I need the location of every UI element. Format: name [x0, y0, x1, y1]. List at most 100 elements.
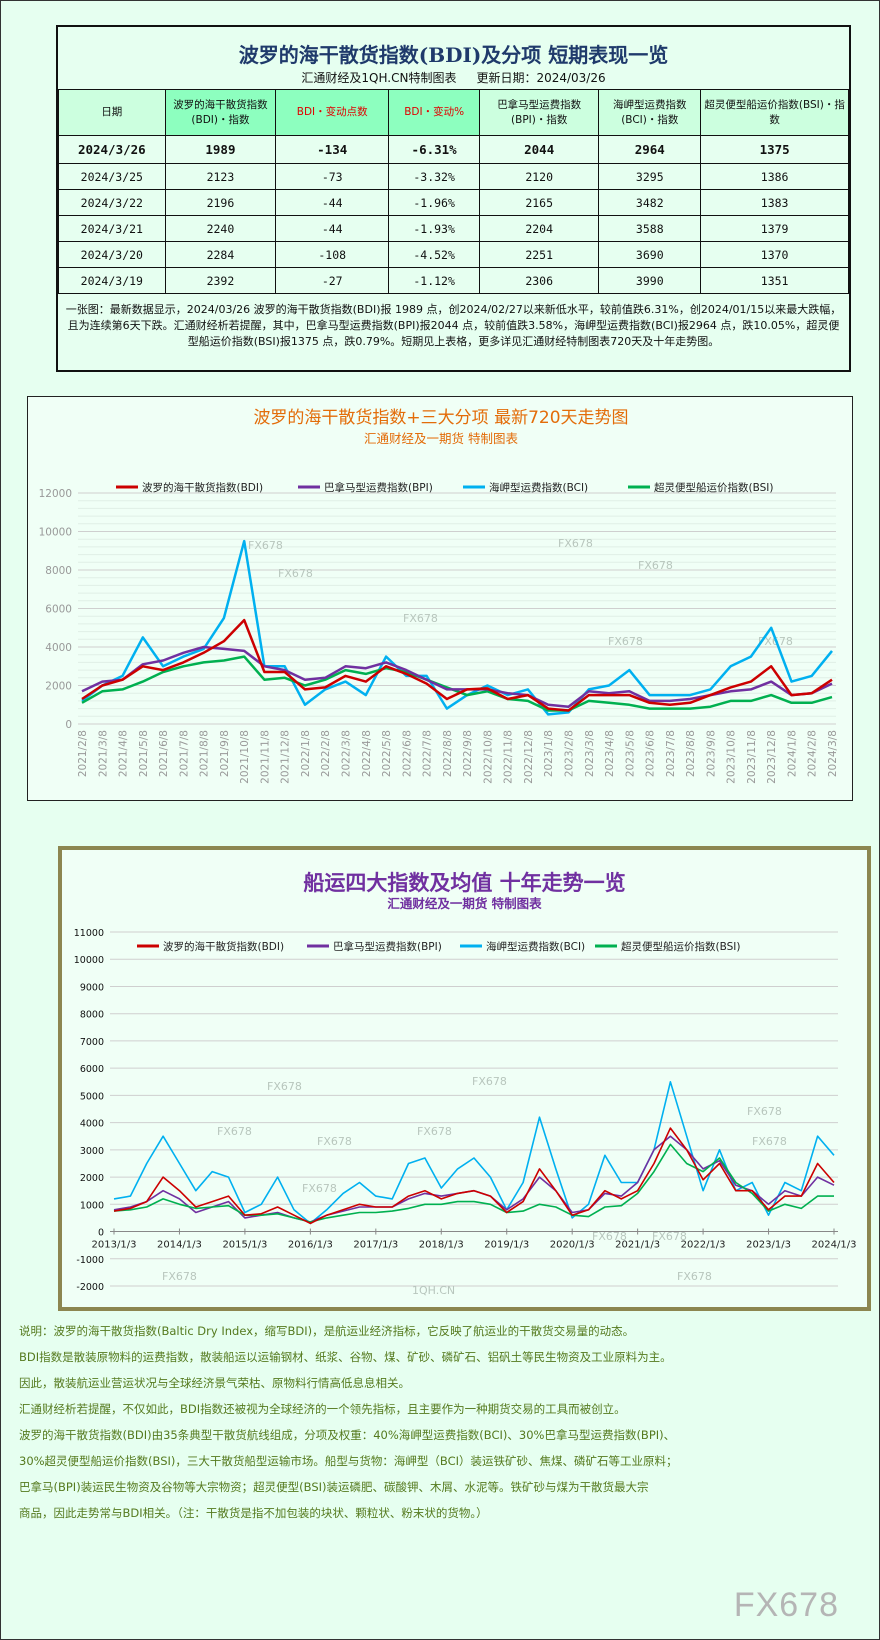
x-tick-label: 2022/6/8 — [401, 730, 413, 777]
table-cell: -1.93% — [388, 215, 481, 242]
legend-label-bpi: 巴拿马型运费指数(BPI) — [324, 481, 433, 494]
x-tick-label: 2022/10/8 — [482, 730, 494, 784]
table-cell: 3482 — [598, 189, 702, 216]
table-cell: -6.31% — [388, 135, 481, 164]
watermark: FX678 — [302, 1182, 337, 1195]
watermark: FX678 — [162, 1270, 197, 1283]
x-tick-label: 2021/2/8 — [77, 730, 89, 777]
x-tick-label: 2024/1/3 — [812, 1240, 857, 1251]
watermark: FX678 — [248, 539, 283, 552]
x-tick-label: 2021/12/8 — [280, 730, 292, 784]
table-cell: 2392 — [164, 267, 277, 294]
table-cell: 1386 — [700, 163, 849, 190]
table-cell: -27 — [275, 267, 390, 294]
x-tick-label: 2023/7/8 — [665, 730, 677, 777]
header-bci: 海岬型运费指数(BCI)・指数 — [598, 89, 702, 136]
table-cell: 2024/3/20 — [58, 241, 166, 268]
table-row: 2024/3/26 1989 -134 -6.31% 2044 2964 1375 — [58, 135, 849, 164]
header-bdi-change: BDI・变动点数 — [275, 89, 390, 136]
table-cell: -1.12% — [388, 267, 481, 294]
x-tick-label: 2022/11/8 — [503, 730, 515, 784]
header-bpi: 巴拿马型运费指数(BPI)・指数 — [479, 89, 600, 136]
table-cell: -4.52% — [388, 241, 481, 268]
table-cell: 2024/3/22 — [58, 189, 166, 216]
x-tick-label: 2022/1/8 — [300, 730, 312, 777]
watermark: FX678 — [752, 1135, 787, 1148]
watermark: FX678 — [652, 1230, 687, 1243]
watermark: FX678 — [472, 1075, 507, 1088]
table-cell: 2165 — [479, 189, 600, 216]
legend-label-bci: 海岬型运费指数(BCI) — [489, 481, 588, 494]
watermark: FX678 — [747, 1105, 782, 1118]
y-tick-label: 6000 — [45, 604, 72, 616]
x-tick-label: 2023/12/8 — [766, 730, 778, 784]
legend-label-bci: 海岬型运费指数(BCI) — [486, 940, 585, 953]
x-tick-label: 2022/4/8 — [361, 730, 373, 777]
table-cell: 2024/3/25 — [58, 163, 166, 190]
series-line-bdi — [113, 1127, 835, 1225]
updated-date: 更新日期：2024/03/26 — [476, 71, 606, 85]
x-tick-label: 2024/3/8 — [827, 730, 839, 777]
x-tick-label: 2021/11/8 — [259, 730, 271, 784]
table-cell: 2964 — [598, 135, 702, 164]
table-cell: 3295 — [598, 163, 702, 190]
y-tick-label: 4000 — [80, 1119, 104, 1130]
y-tick-label: 11000 — [74, 928, 104, 939]
description-line: 说明：波罗的海干散货指数(Baltic Dry Index，缩写BDI)，是航运… — [19, 1324, 635, 1338]
y-tick-label: 0 — [98, 1228, 104, 1239]
x-tick-label: 2022/3/8 — [341, 730, 353, 777]
x-tick-label: 2023/2/8 — [563, 730, 575, 777]
y-tick-label: 10000 — [39, 527, 72, 539]
watermark: FX678 — [638, 559, 673, 572]
bdi-table: 日期 波罗的海干散货指数(BDI)・指数 BDI・变动点数 BDI・变动% 巴拿… — [58, 89, 849, 294]
watermark: FX678 — [677, 1270, 712, 1283]
table-cell: 2204 — [479, 215, 600, 242]
x-tick-label: 2014/1/3 — [157, 1240, 202, 1251]
table-row: 2024/3/20 2284 -108 -4.52% 2251 3690 1370 — [58, 241, 849, 268]
x-tick-label: 2021/3/8 — [97, 730, 109, 777]
description-line: BDI指数是散装原物料的运费指数，散装船运以运输钢材、纸浆、谷物、煤、矿砂、磷矿… — [19, 1350, 672, 1364]
y-tick-label: 0 — [65, 719, 72, 731]
x-tick-label: 2020/1/3 — [550, 1240, 595, 1251]
description-line: 30%超灵便型船运价指数(BSI)，三大干散货船型运输市场。船型与货物：海岬型（… — [19, 1454, 678, 1468]
series-line-bpi — [113, 1135, 835, 1223]
x-tick-label: 2022/7/8 — [422, 730, 434, 777]
y-tick-label: 8000 — [45, 565, 72, 577]
table-cell: 2044 — [479, 135, 600, 164]
series-line-bci — [81, 539, 833, 716]
x-tick-label: 2015/1/3 — [222, 1240, 267, 1251]
x-tick-label: 2021/8/8 — [199, 730, 211, 777]
table-cell: 2024/3/19 — [58, 267, 166, 294]
watermark: FX678 — [417, 1125, 452, 1138]
chart-subtitle: 汇通财经及一期货 特制图表 — [387, 896, 542, 911]
watermark: FX678 — [267, 1080, 302, 1093]
table-cell: -1.96% — [388, 189, 481, 216]
y-tick-label: -2000 — [76, 1282, 104, 1293]
table-body: 2024/3/26 1989 -134 -6.31% 2044 2964 1375 2024/… — [58, 135, 849, 294]
legend-label-bdi: 波罗的海干散货指数(BDI) — [142, 481, 263, 494]
table-cell: 1375 — [700, 135, 849, 164]
x-tick-label: 2024/1/8 — [786, 730, 798, 777]
series-line-bdi — [81, 618, 833, 712]
table-row: 2024/3/25 2123 -73 -3.32% 2120 3295 1386 — [58, 163, 849, 190]
x-tick-label: 2021/9/8 — [219, 730, 231, 777]
table-cell: -3.32% — [388, 163, 481, 190]
chart-title: 波罗的海干散货指数+三大分项 最新720天走势图 — [253, 408, 628, 428]
x-tick-label: 2021/6/8 — [158, 730, 170, 777]
x-tick-label: 2022/5/8 — [381, 730, 393, 777]
x-tick-label: 2021/10/8 — [239, 730, 251, 784]
header-bdi-change-pct: BDI・变动% — [388, 89, 481, 136]
legend-label-bsi: 超灵便型船运价指数(BSI) — [621, 940, 740, 953]
table-row: 2024/3/21 2240 -44 -1.93% 2204 3588 1379 — [58, 215, 849, 242]
x-tick-label: 2024/2/8 — [807, 730, 819, 777]
fx678-watermark: FX678 — [733, 1586, 839, 1624]
y-tick-label: 2000 — [45, 681, 72, 693]
x-tick-label: 2022/8/8 — [442, 730, 454, 777]
y-tick-label: 10000 — [74, 955, 104, 966]
description-line: 商品，因此走势常与BDI相关。（注：干散货是指不加包装的块状、颗粒状、粉末状的货… — [19, 1506, 488, 1520]
watermark: 1QH.CN — [412, 1284, 455, 1297]
table-cell: -44 — [275, 215, 390, 242]
description: 说明：波罗的海干散货指数(Baltic Dry Index，缩写BDI)，是航运… — [19, 1318, 678, 1526]
